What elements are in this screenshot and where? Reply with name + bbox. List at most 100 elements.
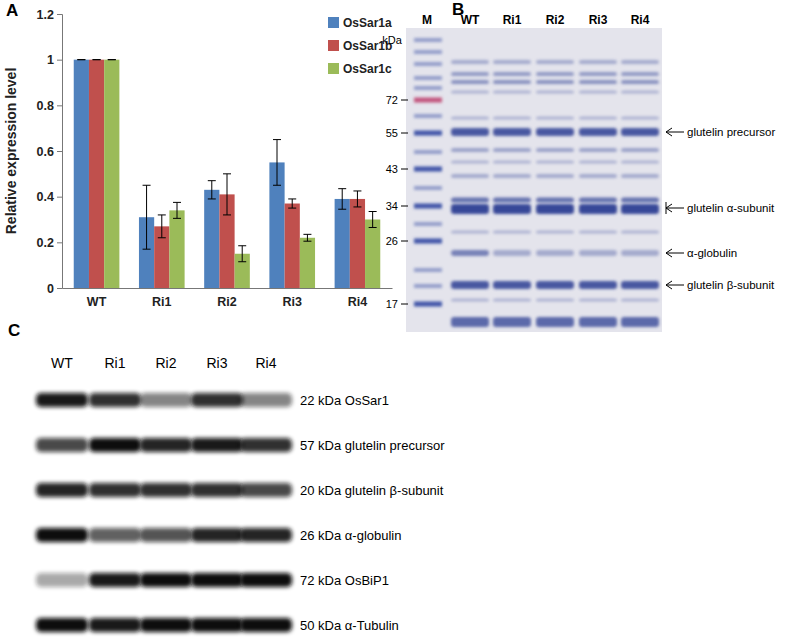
gel-band: [493, 317, 531, 327]
marker-label: 17: [386, 298, 398, 310]
error-stem: [242, 246, 243, 262]
gel-band: [536, 281, 574, 289]
error-bar: [158, 215, 166, 238]
gel-band: [451, 250, 489, 256]
y-tick: 0.6: [37, 145, 62, 159]
error-cap: [353, 190, 361, 191]
gel-band: [493, 198, 531, 203]
gel-band: [536, 231, 574, 234]
bar: [169, 210, 184, 288]
band-annotation: glutelin precursor: [666, 126, 775, 138]
gel-band: [451, 128, 489, 136]
ladder-band: [414, 131, 442, 136]
tick-label: 0.2: [37, 236, 54, 250]
x-tick: Ri1: [152, 288, 172, 309]
blot-band: [191, 573, 243, 587]
band-label: glutelin precursor: [687, 126, 775, 138]
error-bar: [369, 212, 377, 228]
tick-mark: [57, 151, 62, 152]
blot-band: [36, 573, 88, 587]
error-cap: [173, 218, 181, 219]
axis-line: [63, 288, 393, 289]
marker-tick: [401, 169, 408, 170]
gel-band: [579, 299, 617, 302]
lane-label: WT: [461, 13, 480, 27]
blot-band: [191, 438, 243, 452]
marker-tick: [401, 133, 408, 134]
error-cap: [223, 214, 231, 215]
lane-label: M: [422, 13, 432, 27]
tick-label: 0.4: [37, 190, 54, 204]
arrow-head: [666, 128, 672, 136]
plot-area: [74, 60, 381, 288]
gel-band: [621, 72, 659, 76]
blot-row: 72 kDa OsBiP1: [36, 573, 389, 588]
panel-label: C: [8, 321, 20, 340]
gel-band: [621, 317, 659, 327]
gel-band: [451, 80, 489, 84]
legend-item: OsSar1c: [328, 62, 392, 76]
error-cap: [288, 208, 296, 209]
gel-band: [451, 281, 489, 289]
row-label: 20 kDa glutelin β-subunit: [300, 483, 444, 498]
y-tick: 0.2: [37, 236, 62, 250]
error-cap: [273, 185, 281, 186]
panel-label: A: [6, 1, 18, 20]
gel-band: [451, 198, 489, 203]
gel-band: [579, 317, 617, 327]
tick-label: 0.8: [37, 99, 54, 113]
bar: [335, 199, 350, 288]
error-cap: [288, 198, 296, 199]
gel-band: [621, 91, 659, 94]
marker-label: 43: [386, 163, 398, 175]
error-stem: [277, 140, 278, 186]
blot-band: [140, 483, 192, 497]
row-label: 26 kDa α-globulin: [300, 528, 401, 543]
arrow-shaft: [666, 285, 684, 286]
gel-band: [451, 91, 489, 94]
gel-band: [536, 161, 574, 164]
tick-mark: [57, 14, 62, 15]
y-tick: 0.4: [37, 190, 62, 204]
gel-band: [621, 148, 659, 152]
blot-band: [140, 393, 192, 407]
gel-band: [579, 161, 617, 164]
error-cap: [143, 249, 151, 250]
tick-label: 0.6: [37, 145, 54, 159]
bar: [350, 199, 365, 288]
ladder-band: [414, 98, 442, 103]
gel-band: [493, 60, 531, 64]
blot-band: [140, 618, 192, 632]
blot-row: 22 kDa OsSar1: [36, 393, 389, 408]
arrow-head: [666, 204, 672, 212]
gel-band: [621, 128, 659, 136]
error-stem: [211, 181, 212, 199]
gel-band: [621, 198, 659, 203]
gel-band: [451, 317, 489, 327]
gel-band: [536, 317, 574, 327]
gel-band: [579, 128, 617, 136]
band-label: glutelin α-subunit: [687, 202, 775, 214]
ladder-band: [414, 62, 442, 66]
error-bar: [208, 181, 216, 199]
error-bar: [238, 246, 246, 262]
ladder-band: [414, 150, 442, 154]
blot-band: [240, 438, 292, 452]
blot-row: 57 kDa glutelin precursor: [36, 438, 445, 453]
gel-band: [621, 117, 659, 120]
arrow-shaft: [666, 253, 684, 254]
y-tick: 1.2: [37, 8, 62, 22]
marker-tick: [401, 206, 408, 207]
gel-band: [579, 60, 617, 64]
gel-band: [493, 80, 531, 84]
arrow-head: [666, 281, 672, 289]
blot-band: [140, 438, 192, 452]
gel-band: [451, 117, 489, 120]
tick-label: Ri4: [348, 295, 368, 309]
error-cap: [338, 188, 346, 189]
error-stem: [357, 191, 358, 207]
ladder-band: [414, 50, 442, 54]
tick-label: Ri1: [152, 295, 172, 309]
gel-band: [536, 204, 574, 214]
blot-band: [191, 618, 243, 632]
